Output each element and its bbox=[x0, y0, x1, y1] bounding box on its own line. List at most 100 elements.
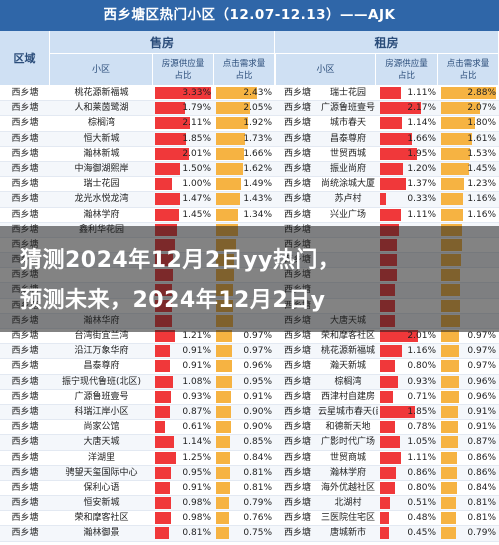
sale-community-cell: 棕榈湾 bbox=[87, 118, 115, 129]
rent-supply-value: 1.95% bbox=[407, 148, 436, 159]
rent-demand-value: 0.97% bbox=[467, 346, 496, 357]
rent-district-cell: 西乡塘 bbox=[283, 209, 311, 220]
rent-demand-value: 1.16% bbox=[467, 194, 496, 205]
sale-demand-value: 0.96% bbox=[243, 361, 272, 372]
rent-community-cell: 瀚林学府 bbox=[329, 467, 366, 478]
rent-demand-bar bbox=[441, 330, 459, 342]
sale-community-cell: 保利心语 bbox=[83, 482, 120, 493]
sale-supply-value: 0.95% bbox=[182, 467, 211, 478]
rent-demand-value: 1.23% bbox=[467, 179, 496, 190]
rent-demand-value: 0.79% bbox=[467, 528, 496, 539]
header-sale-supply: 房源供应量占比 bbox=[153, 54, 214, 86]
table-row: 西乡塘 龙光水悦龙湾 1.47% 1.43% 西乡塘 苏卢村 0.33% 1.16% bbox=[0, 192, 499, 208]
sale-demand-value: 1.34% bbox=[243, 209, 272, 220]
rent-district-cell: 西乡塘 bbox=[283, 467, 311, 478]
rent-demand-value: 1.80% bbox=[467, 118, 496, 129]
sale-demand-bar bbox=[216, 390, 231, 403]
sale-community-cell: 昌泰尊府 bbox=[83, 361, 120, 372]
sale-supply-bar bbox=[155, 436, 174, 449]
header-sale-community: 小区 bbox=[50, 54, 153, 86]
sale-demand-value: 0.90% bbox=[243, 406, 272, 417]
sale-supply-value: 1.79% bbox=[182, 103, 211, 114]
table-row: 西乡塘 大唐天城 1.14% 0.85% 西乡塘 广影时代广场 1.05% 0.87% bbox=[0, 435, 499, 451]
sale-demand-value: 0.97% bbox=[243, 331, 272, 341]
header-sale: 售房 bbox=[50, 31, 275, 54]
sale-supply-bar bbox=[155, 466, 171, 479]
sale-demand-bar bbox=[216, 375, 232, 388]
rent-community-cell: 和德新天地 bbox=[325, 422, 371, 433]
rent-district-cell: 西乡塘 bbox=[283, 88, 311, 98]
table-row: 西乡塘 骋望天玺国际中心 0.95% 0.81% 西乡塘 瀚林学府 0.86% 0.86% bbox=[0, 465, 499, 481]
rent-demand-bar bbox=[441, 87, 496, 99]
sale-community-cell: 瀚林御景 bbox=[83, 528, 120, 539]
rent-district-cell: 西乡塘 bbox=[283, 498, 311, 509]
sale-supply-value: 1.50% bbox=[182, 163, 211, 174]
rent-demand-value: 0.87% bbox=[467, 437, 496, 448]
rent-district-cell: 西乡塘 bbox=[283, 376, 311, 387]
rent-community-cell: 兴业广场 bbox=[329, 209, 366, 220]
rent-community-cell: 云星城市春天(西区) bbox=[318, 406, 378, 417]
rent-demand-value: 0.81% bbox=[467, 498, 496, 509]
table-row: 西乡塘 沿江万象华府 0.91% 0.97% 西乡塘 桃花源新福城 1.16% 0.97% bbox=[0, 344, 499, 360]
rent-demand-bar bbox=[441, 405, 458, 418]
sale-demand-bar bbox=[216, 527, 229, 540]
table-row: 西乡塘 洋湖里 1.25% 0.84% 西乡塘 世贸商城 1.11% 0.86% bbox=[0, 451, 499, 466]
sale-community-cell: 台湾街宜兰湾 bbox=[74, 331, 129, 341]
rent-demand-bar bbox=[441, 102, 480, 115]
rent-demand-value: 0.86% bbox=[467, 452, 496, 463]
sale-supply-bar bbox=[155, 117, 190, 130]
table-row: 西乡塘 台湾街宜兰湾 1.21% 0.97% 西乡塘 荣和摩客社区 2.01% 0.97% bbox=[0, 329, 499, 345]
sale-demand-value: 1.43% bbox=[243, 194, 272, 205]
rent-supply-bar bbox=[380, 436, 400, 449]
rent-demand-bar bbox=[441, 147, 470, 160]
rent-demand-bar bbox=[441, 527, 456, 540]
sale-supply-bar bbox=[155, 405, 170, 418]
rent-district-cell: 西乡塘 bbox=[283, 118, 311, 129]
district-cell: 西乡塘 bbox=[11, 528, 39, 539]
sale-demand-value: 0.84% bbox=[243, 452, 272, 463]
overlay-line-1: 猜测2024年12月2日yy热门， bbox=[20, 248, 341, 273]
rent-community-cell: 北湖村 bbox=[334, 498, 362, 509]
table-row: 西乡塘 保利心语 0.91% 0.81% 西乡塘 海外优越社区 0.80% 0.84% bbox=[0, 481, 499, 497]
rent-supply-value: 0.80% bbox=[407, 482, 436, 493]
rent-demand-bar bbox=[441, 451, 457, 464]
rent-demand-value: 0.84% bbox=[467, 482, 496, 493]
sale-community-cell: 振宁现代鲁班(北区) bbox=[61, 376, 142, 387]
rent-supply-value: 2.17% bbox=[407, 103, 436, 114]
rent-supply-value: 0.86% bbox=[407, 467, 436, 478]
rent-demand-value: 0.97% bbox=[467, 361, 496, 372]
rent-community-cell: 三医院住宅区 bbox=[320, 513, 375, 524]
district-cell: 西乡塘 bbox=[11, 376, 39, 387]
rent-supply-value: 2.01% bbox=[407, 331, 436, 341]
rent-supply-value: 1.16% bbox=[407, 346, 436, 357]
sale-demand-bar bbox=[216, 147, 244, 160]
district-cell: 西乡塘 bbox=[11, 498, 39, 509]
table-row: 西乡塘 恒安新城 0.98% 0.79% 西乡塘 北湖村 0.51% 0.81% bbox=[0, 496, 499, 512]
district-cell: 西乡塘 bbox=[11, 482, 39, 493]
sale-supply-bar bbox=[155, 178, 172, 191]
rent-demand-bar bbox=[441, 345, 459, 358]
rent-supply-bar bbox=[380, 497, 390, 510]
rent-community-cell: 瑞士花园 bbox=[329, 88, 366, 98]
overlay-banner: 猜测2024年12月2日yy热门， 预测未来，2024年12月2日y bbox=[0, 226, 499, 332]
district-cell: 西乡塘 bbox=[11, 118, 39, 129]
rent-demand-value: 2.88% bbox=[467, 88, 496, 98]
sale-demand-bar bbox=[216, 451, 230, 464]
sale-community-cell: 尚家公馆 bbox=[83, 422, 120, 433]
rent-community-cell: 荣和摩客社区 bbox=[320, 331, 375, 341]
rent-district-cell: 西乡塘 bbox=[283, 346, 311, 357]
rent-supply-bar bbox=[380, 162, 403, 175]
sale-demand-bar bbox=[216, 466, 230, 479]
rent-demand-value: 0.97% bbox=[467, 331, 496, 341]
table-row: 西乡塘 尚家公馆 0.61% 0.90% 西乡塘 和德新天地 0.78% 0.91% bbox=[0, 420, 499, 436]
sale-demand-value: 0.90% bbox=[243, 422, 272, 433]
sale-community-cell: 洋湖里 bbox=[87, 452, 115, 463]
rent-supply-value: 1.11% bbox=[407, 452, 436, 463]
rent-demand-bar bbox=[441, 421, 458, 434]
rent-supply-bar bbox=[380, 102, 421, 115]
rent-demand-value: 0.96% bbox=[467, 391, 496, 402]
sale-demand-bar bbox=[216, 87, 257, 99]
sale-community-cell: 瀚林新城 bbox=[83, 148, 120, 159]
rent-demand-bar bbox=[441, 208, 463, 221]
sale-community-cell: 中海御湖熙岸 bbox=[74, 163, 129, 174]
